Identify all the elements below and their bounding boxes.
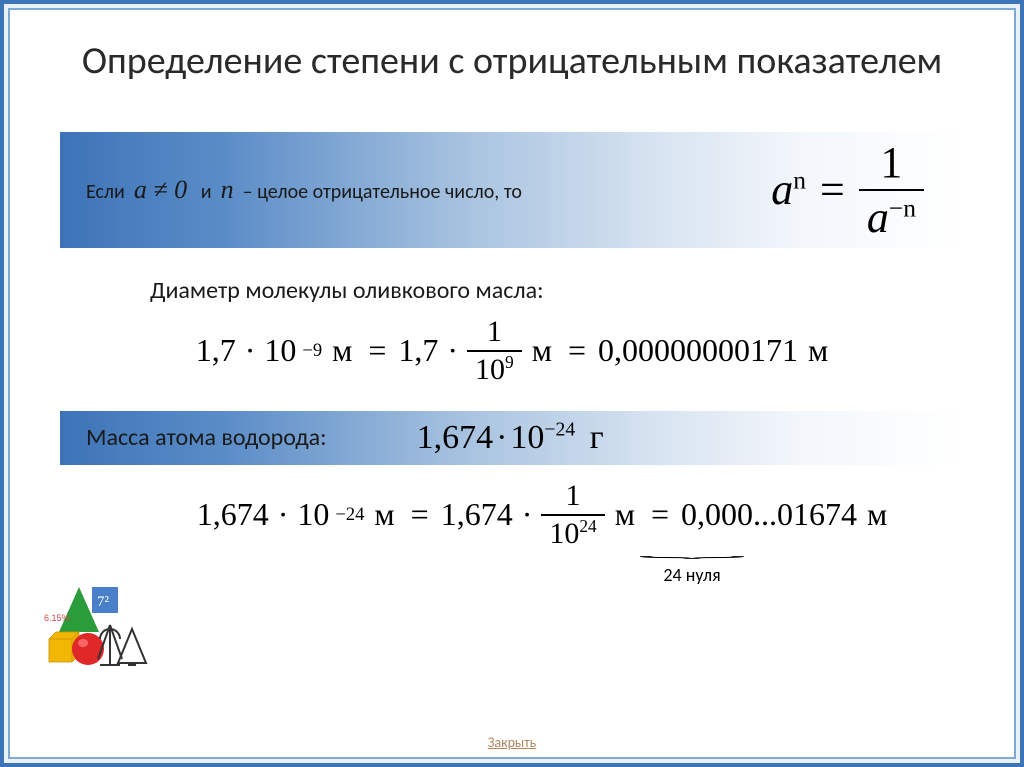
mass-short-value: 1,674·10−24 г: [417, 419, 604, 457]
definition-box: Если а ≠ 0 и n – целое отрицательное чис…: [60, 132, 964, 248]
diameter-equation: 1,7·10−9 м = 1,7· 1 109 м = 0,0000000017…: [50, 315, 974, 387]
math-clipart-icon: 7² 6.15%: [44, 577, 154, 667]
mass-box: Масса атома водорода: 1,674·10−24 г: [60, 411, 964, 465]
mass-caption: Масса атома водорода:: [86, 423, 327, 452]
diameter-caption: Диаметр молекулы оливкового масла:: [150, 276, 974, 305]
definition-text: Если а ≠ 0 и n – целое отрицательное чис…: [60, 175, 522, 205]
svg-text:6.15%: 6.15%: [44, 613, 70, 623]
main-formula: an = 1 a−n: [771, 137, 924, 243]
svg-text:7²: 7²: [97, 594, 110, 610]
close-link[interactable]: Закрыть: [488, 734, 537, 751]
slide-title: Определение степени с отрицательным пока…: [50, 40, 974, 84]
mass-equation: 1,674·10−24 м = 1,674· 1 1024 м = 0,000.…: [110, 479, 974, 551]
brace-annotation: ⏟ 24 нуля: [410, 547, 974, 586]
